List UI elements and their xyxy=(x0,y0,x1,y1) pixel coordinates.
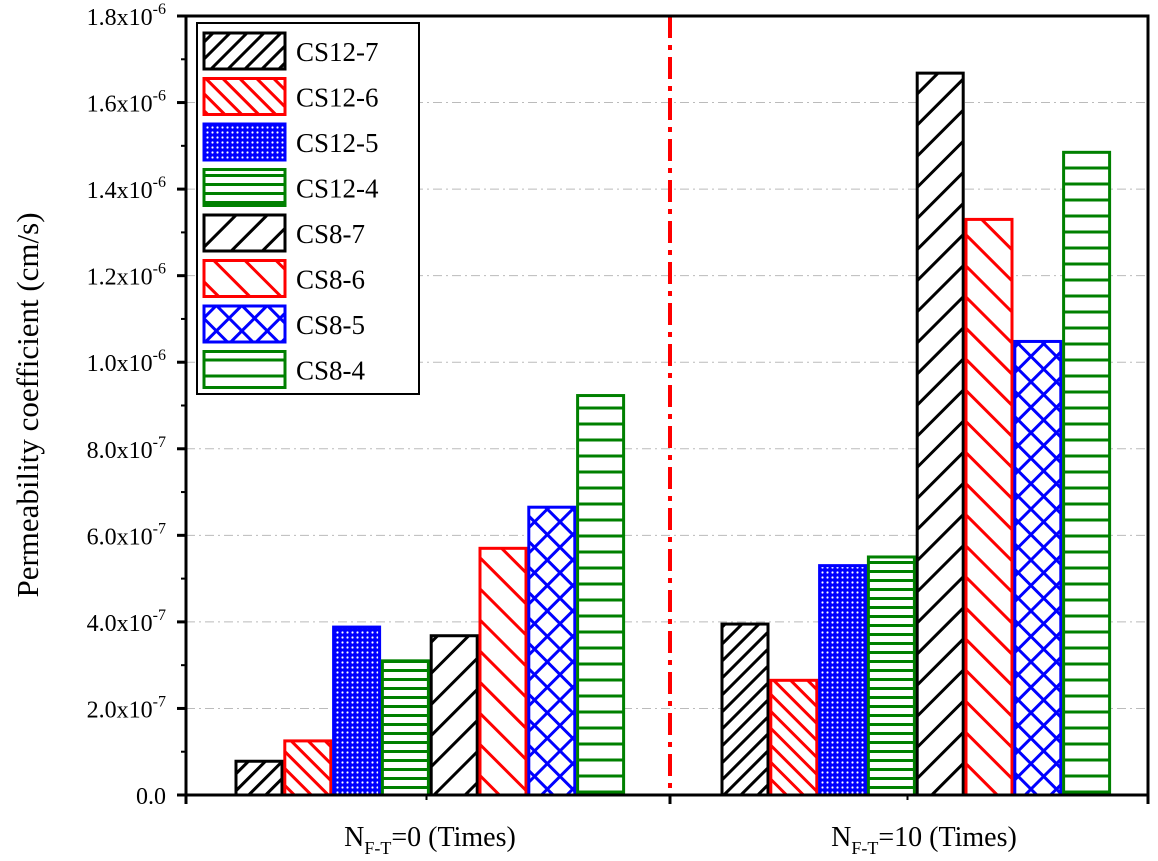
legend-swatch-cs8-6 xyxy=(202,259,287,298)
legend-label-cs8-4: CS8-4 xyxy=(296,356,366,386)
y-tick-label: 1.6x10-6 xyxy=(87,88,166,118)
y-tick-label: 0.0 xyxy=(136,784,166,810)
bar-cs12-4-group-1 xyxy=(380,659,430,797)
bar-cs8-6-group-2 xyxy=(964,217,1014,797)
y-tick-label: 2.0x10-7 xyxy=(87,693,166,723)
y-tick-label: 1.0x10-6 xyxy=(87,347,166,377)
axes: 0.0 2.0x10-7 4.0x10-7 6.0x10-7 8.0x10-7 1.0x1… xyxy=(87,1,1150,858)
legend-swatch-cs12-4 xyxy=(202,168,287,207)
legend-label-cs8-5: CS8-5 xyxy=(296,310,365,340)
legend-swatch-cs8-4 xyxy=(202,350,287,389)
y-tick-label: 4.0x10-7 xyxy=(87,607,166,637)
legend: CS12-7 CS12-6 CS12-5 CS12-4 CS8-7 CS8-6 CS8-5 C… xyxy=(196,22,420,395)
y-tick-label: 1.8x10-6 xyxy=(87,1,166,31)
bar-cs8-7-group-1 xyxy=(429,634,479,797)
legend-swatch-cs12-7 xyxy=(202,31,287,71)
bars xyxy=(234,71,1112,797)
bar-cs12-6-group-1 xyxy=(283,739,333,797)
legend-swatch-cs8-5 xyxy=(202,304,287,344)
bar-cs12-5-group-2 xyxy=(818,564,868,797)
legend-label-cs12-4: CS12-4 xyxy=(296,174,379,204)
bar-cs8-4-group-2 xyxy=(1062,150,1112,797)
legend-label-cs12-6: CS12-6 xyxy=(296,83,379,113)
legend-swatch-cs8-7 xyxy=(202,213,287,253)
y-tick-label: 1.4x10-6 xyxy=(87,174,166,204)
bar-cs8-5-group-2 xyxy=(1013,339,1063,797)
bar-cs12-5-group-1 xyxy=(332,625,382,797)
bar-cs8-5-group-1 xyxy=(527,505,577,797)
bar-cs12-4-group-2 xyxy=(866,555,916,797)
y-tick-label: 6.0x10-7 xyxy=(87,520,166,550)
legend-label-cs12-7: CS12-7 xyxy=(296,37,379,67)
bar-cs8-6-group-1 xyxy=(478,546,528,797)
x-category-label-1: NF-T=0 (Times) xyxy=(344,822,516,858)
y-tick-label: 1.2x10-6 xyxy=(87,261,166,291)
bar-cs12-6-group-2 xyxy=(769,678,819,797)
bar-cs8-4-group-1 xyxy=(576,394,626,797)
legend-swatch-cs12-6 xyxy=(202,77,287,116)
bar-cs12-7-group-1 xyxy=(234,759,284,797)
legend-label-cs12-5: CS12-5 xyxy=(296,128,379,158)
legend-swatch-cs12-5 xyxy=(202,122,287,162)
bar-cs12-7-group-2 xyxy=(720,622,770,797)
x-category-label-2: NF-T=10 (Times) xyxy=(831,822,1017,858)
y-axis-label: Permeability coefficient (cm/s) xyxy=(10,212,45,597)
y-tick-label: 8.0x10-7 xyxy=(87,434,166,464)
legend-label-cs8-7: CS8-7 xyxy=(296,219,365,249)
legend-label-cs8-6: CS8-6 xyxy=(296,265,365,295)
bar-cs8-7-group-2 xyxy=(915,71,965,797)
